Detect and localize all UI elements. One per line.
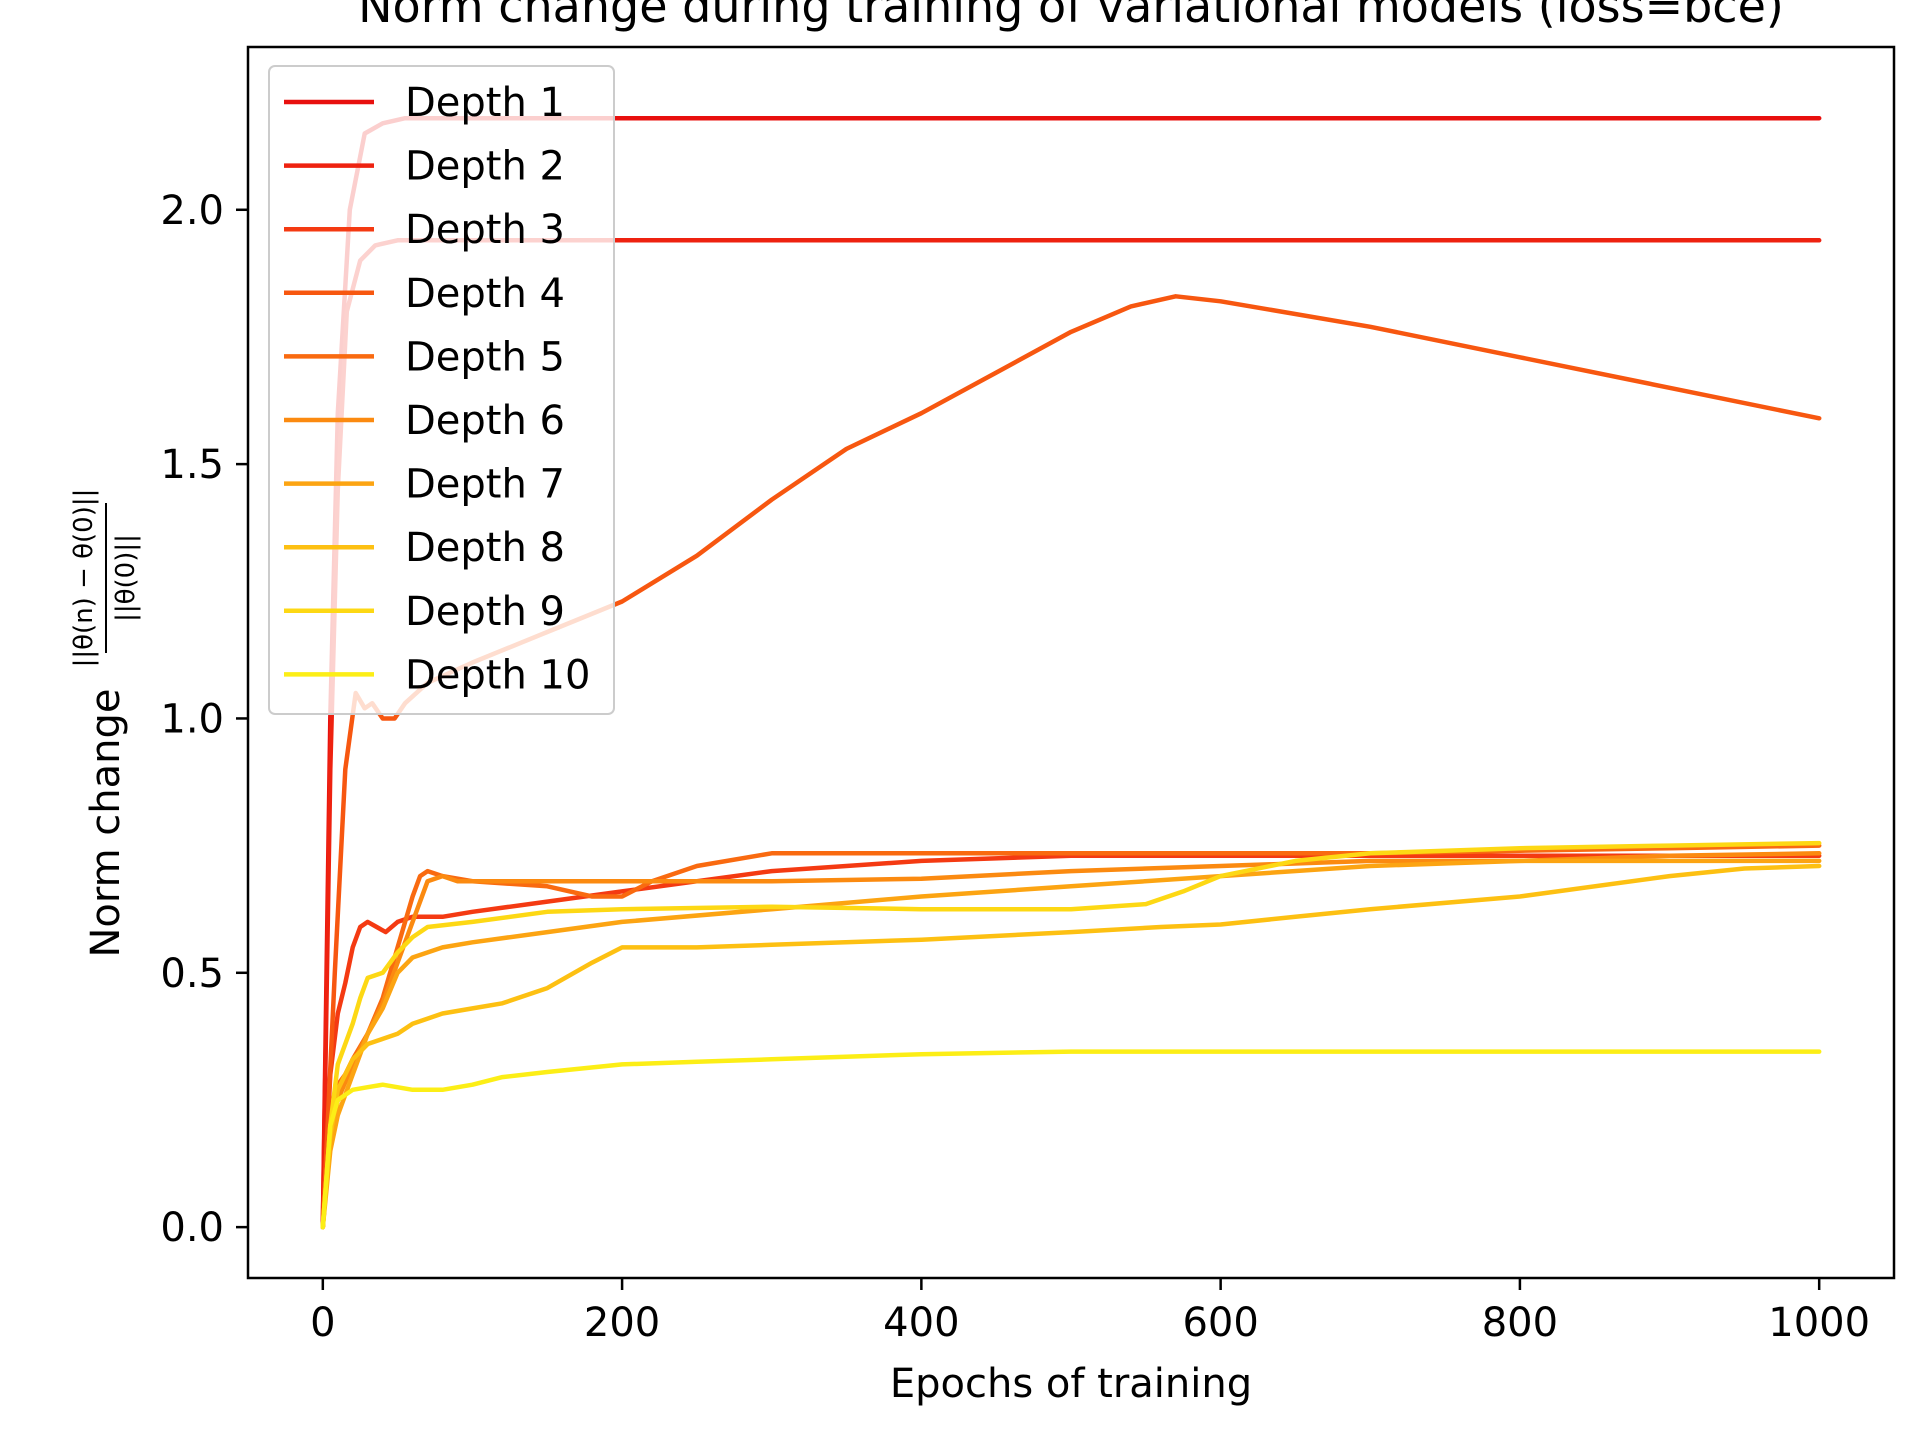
x-tick-label-1000: 1000 [1768, 1300, 1870, 1346]
y-axis-label-text: Norm change [83, 688, 129, 957]
legend-label-depth-2: Depth 2 [405, 144, 565, 190]
series-line-depth-10 [320, 1049, 1822, 1230]
x-tick-label-200: 200 [584, 1300, 660, 1346]
series-line-depth-7 [320, 858, 1822, 1230]
legend-label-depth-1: Depth 1 [405, 80, 565, 126]
x-tick-label-800: 800 [1482, 1300, 1558, 1346]
y-tick-label-4: 2.0 [160, 188, 224, 234]
y-axis-label: Norm change ||θ(n) − θ(0)|| ||θ(0)|| [69, 489, 141, 958]
legend-entries: Depth 1 Depth 2 Depth 3 Depth 4 Depth 5 Depth… [284, 80, 590, 698]
y-tick-label-3: 1.5 [160, 442, 224, 488]
x-axis: 0 200 400 600 800 1000 [310, 1278, 1870, 1346]
legend-label-depth-3: Depth 3 [405, 207, 565, 253]
y-tick-label-1: 0.5 [160, 951, 224, 997]
x-axis-label: Epochs of training [890, 1361, 1252, 1407]
legend-label-depth-6: Depth 6 [405, 398, 565, 444]
chart-title: Norm change during training of variation… [358, 0, 1784, 33]
series-line-depth-3 [320, 853, 1822, 1230]
y-axis-label-numerator: ||θ(n) − θ(0)|| [69, 489, 99, 668]
legend-label-depth-9: Depth 9 [405, 589, 565, 635]
series-line-depth-8 [320, 863, 1822, 1230]
legend-label-depth-10: Depth 10 [405, 652, 590, 698]
y-axis-label-denominator: ||θ(0)|| [111, 534, 141, 622]
x-tick-label-600: 600 [1182, 1300, 1258, 1346]
series-line-depth-9 [320, 840, 1822, 1230]
plot-frame [246, 45, 1896, 1280]
y-tick-label-0: 0.0 [160, 1205, 224, 1251]
y-tick-label-2: 1.0 [160, 696, 224, 742]
x-tick-label-0: 0 [310, 1300, 335, 1346]
x-tick-label-400: 400 [883, 1300, 959, 1346]
y-axis: 0.0 0.5 1.0 1.5 2.0 [160, 188, 248, 1251]
legend-label-depth-4: Depth 4 [405, 271, 565, 317]
legend-label-depth-8: Depth 8 [405, 525, 565, 571]
legend: Depth 1 Depth 2 Depth 3 Depth 4 Depth 5 Depth… [268, 65, 615, 715]
legend-label-depth-5: Depth 5 [405, 334, 565, 380]
legend-label-depth-7: Depth 7 [405, 462, 565, 508]
